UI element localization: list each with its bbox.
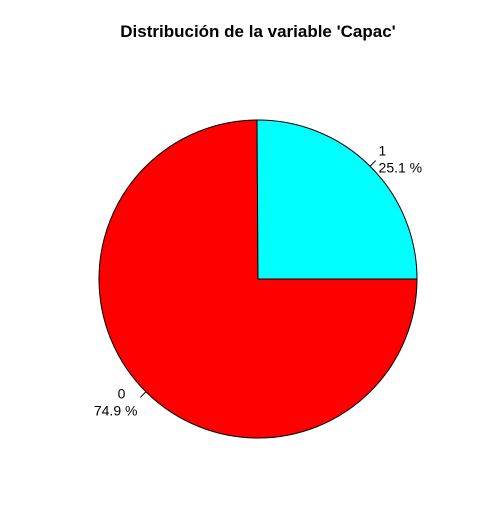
slice-percent-label-0: 74.9 % bbox=[94, 402, 138, 418]
pie-slice-1 bbox=[256, 119, 418, 280]
slice-percent-label-1: 25.1 % bbox=[379, 160, 423, 176]
pie-slice-0 bbox=[98, 119, 418, 439]
leader-line-1 bbox=[369, 160, 377, 167]
slice-category-label-0: 0 bbox=[118, 385, 126, 401]
chart-title: Distribución de la variable 'Capac' bbox=[120, 22, 395, 41]
slice-category-label-1: 1 bbox=[379, 143, 387, 159]
leader-line-0 bbox=[139, 391, 147, 398]
pie-labels: 074.9 % 125.1 % bbox=[94, 143, 422, 419]
pie-slices bbox=[98, 119, 418, 439]
